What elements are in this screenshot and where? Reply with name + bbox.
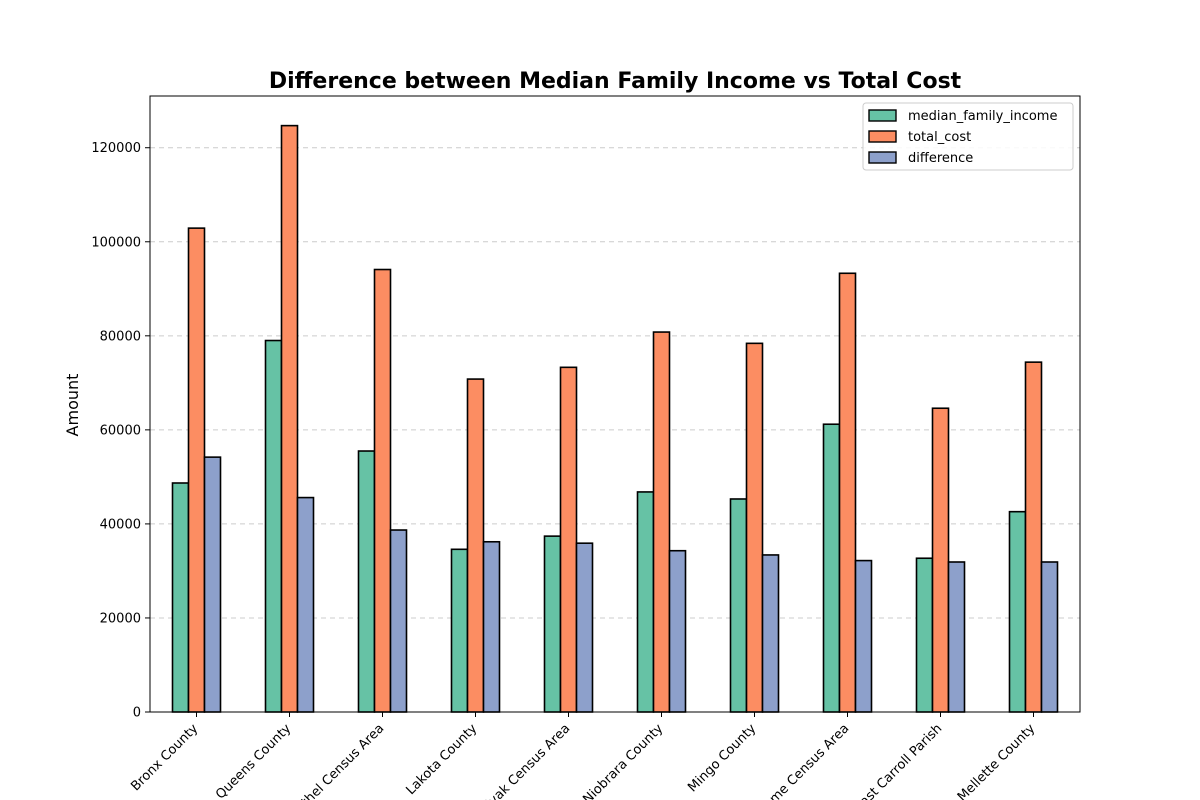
chart-title: Difference between Median Family Income … <box>269 69 962 94</box>
x-tick-label: Queens County <box>213 721 294 800</box>
y-axis: 0 20000 40000 60000 80000 100000 120000 <box>91 141 150 721</box>
bar-difference <box>203 456 222 713</box>
legend-box <box>862 102 1074 171</box>
x-tick-label: Mellette County <box>955 721 1039 800</box>
bar-total-cost <box>280 124 299 713</box>
bar-median-family-income <box>636 491 655 713</box>
legend-label: total_cost <box>908 130 971 145</box>
y-tick-label: 100000 <box>91 235 141 250</box>
legend-label: median_family_income <box>908 109 1057 124</box>
plot-frame <box>149 95 1081 713</box>
x-tick-label: Niobrara County <box>580 721 666 800</box>
y-axis-label: Amount <box>63 374 82 437</box>
bar-median-family-income <box>357 450 376 713</box>
x-tick-label: East Carroll Parish <box>851 721 945 800</box>
bar-difference <box>482 540 501 713</box>
bar-difference <box>296 496 315 713</box>
bar-median-family-income <box>915 557 934 713</box>
bar-median-family-income <box>729 498 748 713</box>
bar-total-cost <box>838 272 857 713</box>
y-tick-label: 80000 <box>100 329 141 344</box>
bar-difference <box>1040 561 1059 713</box>
bar-median-family-income <box>543 535 562 713</box>
legend-swatch <box>868 109 897 122</box>
y-tick-label: 0 <box>133 706 141 721</box>
x-tick-label: Bethel Census Area <box>287 721 388 800</box>
bar-total-cost <box>559 366 578 713</box>
bar-median-family-income <box>171 482 190 713</box>
y-tick-label: 60000 <box>100 423 141 438</box>
bar-total-cost <box>466 378 485 713</box>
legend-label: difference <box>908 151 973 166</box>
bar-difference <box>389 529 408 713</box>
bar-total-cost <box>373 268 392 713</box>
legend-swatch <box>868 130 897 143</box>
bar-total-cost <box>931 407 950 713</box>
bar-median-family-income <box>450 548 469 713</box>
x-tick-label: Nome Census Area <box>754 721 852 800</box>
bar-difference <box>668 549 687 713</box>
legend-swatch <box>868 151 897 164</box>
y-tick-label: 20000 <box>100 611 141 626</box>
bar-difference <box>761 554 780 713</box>
bar-median-family-income <box>264 339 283 713</box>
x-tick-label: Kusilvak Census Area <box>465 721 574 800</box>
bar-total-cost <box>745 342 764 713</box>
legend: median_family_income total_cost difference <box>862 102 1074 171</box>
bar-total-cost <box>652 331 671 713</box>
y-tick-label: 120000 <box>91 141 141 156</box>
x-tick-label: Mingo County <box>685 721 759 795</box>
bar-difference <box>575 542 594 713</box>
y-tick-label: 40000 <box>100 517 141 532</box>
bar-total-cost <box>187 227 206 713</box>
bar-difference <box>947 561 966 713</box>
bar-difference <box>854 559 873 713</box>
bar-median-family-income <box>1008 510 1027 713</box>
x-tick-label: Lakota County <box>403 721 480 798</box>
bar-median-family-income <box>822 423 841 713</box>
bars <box>171 124 1059 713</box>
x-tick-label: Bronx County <box>128 721 201 794</box>
bar-total-cost <box>1024 361 1043 713</box>
